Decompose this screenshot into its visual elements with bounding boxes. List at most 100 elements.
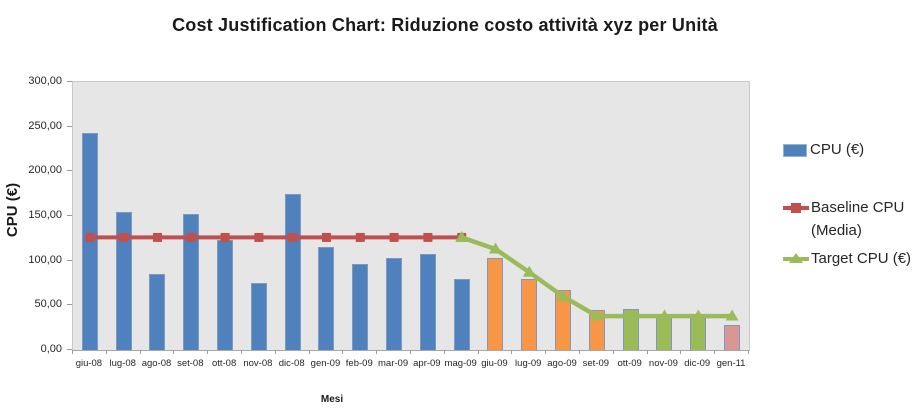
baseline-marker-icon: [220, 232, 230, 242]
x-tick-mark: [173, 350, 175, 354]
legend-item-cpu: CPU (€): [783, 138, 915, 161]
x-tick-mark: [308, 350, 310, 354]
y-tick-mark: [67, 304, 72, 306]
bar-lug-08: [115, 211, 132, 350]
bar-mag-09: [453, 278, 470, 350]
x-tick-label: mag-09: [444, 358, 477, 369]
x-tick-label: dic-09: [684, 358, 711, 369]
baseline-marker-icon: [254, 232, 264, 242]
x-tick-label: gen-09: [310, 358, 341, 369]
bar-slot: [715, 82, 749, 350]
bar-gen-09: [318, 247, 335, 350]
x-tick-mark: [274, 350, 276, 354]
bar-nov-08: [250, 283, 267, 350]
x-tick-mark: [207, 350, 209, 354]
y-tick-label: 300,00: [28, 75, 62, 87]
bar-mar-09: [386, 258, 403, 350]
y-tick-label: 150,00: [28, 209, 62, 221]
x-tick-mark: [443, 350, 445, 354]
x-tick-mark: [342, 350, 344, 354]
x-tick-label: lug-08: [109, 358, 136, 369]
baseline-marker-icon: [423, 232, 433, 242]
y-tick-label: 100,00: [28, 253, 62, 266]
target-marker-icon: [691, 309, 705, 321]
x-tick-mark: [612, 350, 614, 354]
target-marker-icon: [624, 309, 638, 321]
cpu-bar-swatch-icon: [783, 144, 807, 157]
target-marker-icon: [556, 289, 570, 301]
x-tick-label: nov-09: [648, 358, 678, 369]
y-tick-label: 200,00: [28, 164, 62, 177]
bar-slot: [174, 82, 208, 350]
bar-ago-08: [149, 274, 166, 350]
x-tick-label: nov-08: [243, 358, 273, 369]
bar-lug-09: [521, 278, 538, 350]
legend-label: Baseline CPU (Media): [811, 199, 905, 239]
legend-item-target: Target CPU (€): [783, 247, 915, 270]
legend-label: CPU (€): [810, 141, 865, 158]
x-tick-label: ott-09: [617, 358, 642, 369]
bar-slot: [479, 82, 513, 350]
bar-slot: [377, 82, 411, 350]
x-axis-title: Mesi: [320, 394, 344, 405]
x-tick-mark: [714, 350, 716, 354]
y-tick-label: 0,00: [40, 343, 62, 355]
x-tick-mark: [579, 350, 580, 354]
bar-slot: [512, 82, 546, 350]
x-tick-label: feb-09: [345, 358, 373, 369]
x-tick-label: set-09: [582, 358, 610, 369]
x-tick-mark: [511, 350, 513, 354]
x-tick-label: mar-09: [378, 358, 409, 369]
baseline-marker-icon: [288, 232, 298, 242]
x-tick-label: ott-08: [211, 358, 237, 369]
plot-area: [72, 81, 750, 351]
baseline-line-swatch-icon: [783, 201, 809, 214]
bar-giu-09: [487, 258, 504, 350]
x-tick-mark: [410, 350, 411, 354]
y-tick-mark: [67, 215, 72, 216]
x-tick-label: apr-09: [413, 358, 441, 369]
target-marker-icon: [489, 242, 502, 254]
x-tick-label: ago-09: [547, 358, 577, 369]
bar-slot: [276, 82, 310, 350]
x-tick-mark: [376, 350, 378, 354]
bar-gen-11: [724, 325, 741, 350]
bar-slot: [343, 82, 377, 350]
target-marker-icon: [455, 230, 469, 242]
baseline-marker-icon: [389, 232, 399, 242]
bar-set-08: [183, 214, 200, 350]
bar-slot: [141, 82, 175, 350]
baseline-marker-icon: [153, 232, 162, 242]
y-tick-label: 50,00: [34, 298, 62, 311]
bar-feb-09: [352, 264, 369, 350]
x-tick-label: giu-09: [481, 358, 508, 369]
x-tick-mark: [72, 350, 73, 354]
x-tick-label: gen-11: [716, 358, 746, 369]
target-marker-icon: [725, 309, 739, 321]
y-tick-mark: [67, 125, 72, 127]
bar-slot: [107, 82, 141, 350]
x-tick-label: ago-08: [141, 358, 172, 369]
y-tick-mark: [67, 81, 72, 82]
x-tick-mark: [680, 350, 682, 354]
target-marker-icon: [658, 309, 671, 321]
x-tick-mark: [241, 350, 242, 354]
x-tick-mark: [477, 350, 479, 354]
x-tick-mark: [646, 350, 648, 354]
y-tick-label: 250,00: [28, 119, 62, 132]
bar-slot: [242, 82, 276, 350]
x-tick-label: giu-08: [75, 358, 103, 369]
legend-item-baseline: Baseline CPU (Media): [783, 196, 915, 242]
bars-layer: [73, 82, 749, 350]
baseline-marker-icon: [322, 232, 331, 242]
x-axis-labels: giu-08 lug-08 ago-08 set-08 ott-08 nov-08 dic-…: [72, 358, 748, 369]
x-tick-mark: [105, 350, 107, 354]
baseline-marker-icon: [119, 232, 129, 242]
bar-slot: [445, 82, 479, 350]
target-line: [460, 235, 733, 319]
bar-apr-09: [419, 253, 436, 350]
x-tick-label: set-08: [177, 358, 204, 369]
legend-label: Target CPU (€): [811, 250, 912, 267]
target-marker-icon: [590, 309, 604, 321]
